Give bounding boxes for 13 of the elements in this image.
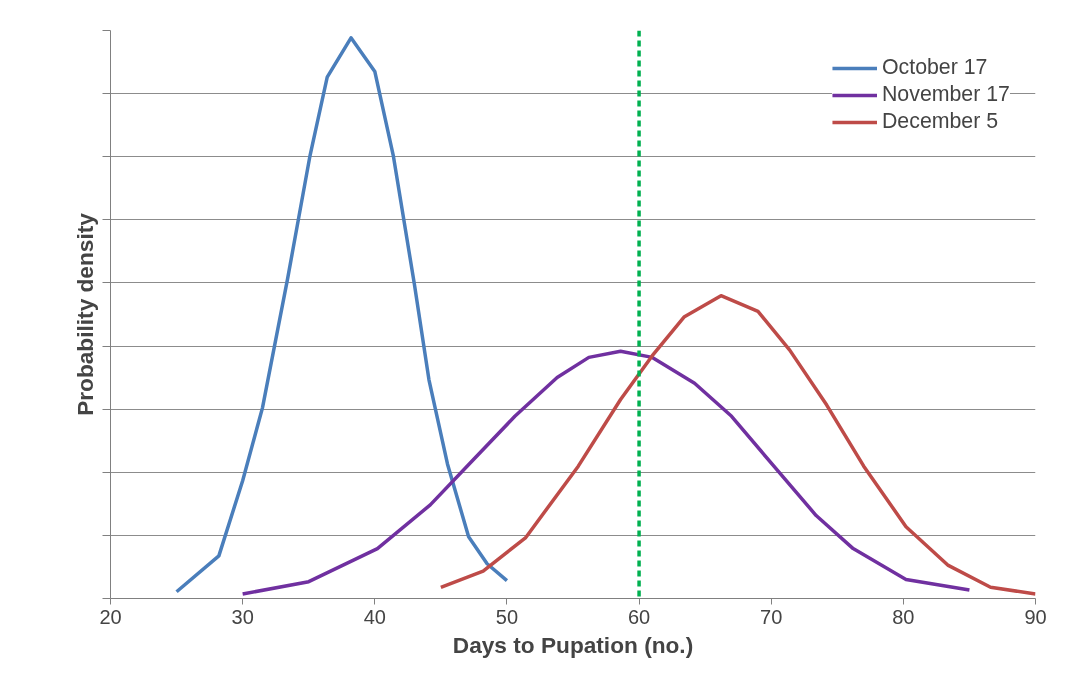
y-axis-title: Probability density bbox=[71, 212, 98, 416]
x-tick-label: 50 bbox=[495, 605, 519, 628]
x-tick-label: 70 bbox=[760, 605, 783, 628]
legend-label: November 17 bbox=[881, 82, 1010, 107]
legend-label: December 5 bbox=[881, 109, 999, 134]
x-axis-title: Days to Pupation (no.) bbox=[452, 631, 694, 658]
x-tick-label: 30 bbox=[231, 605, 254, 628]
legend-label: October 17 bbox=[881, 55, 988, 80]
x-tick-label: 90 bbox=[1024, 605, 1047, 628]
x-tick-label: 80 bbox=[892, 605, 915, 628]
x-tick-label: 20 bbox=[99, 605, 122, 628]
x-tick-label: 60 bbox=[627, 605, 651, 628]
x-tick-label: 40 bbox=[363, 605, 386, 628]
